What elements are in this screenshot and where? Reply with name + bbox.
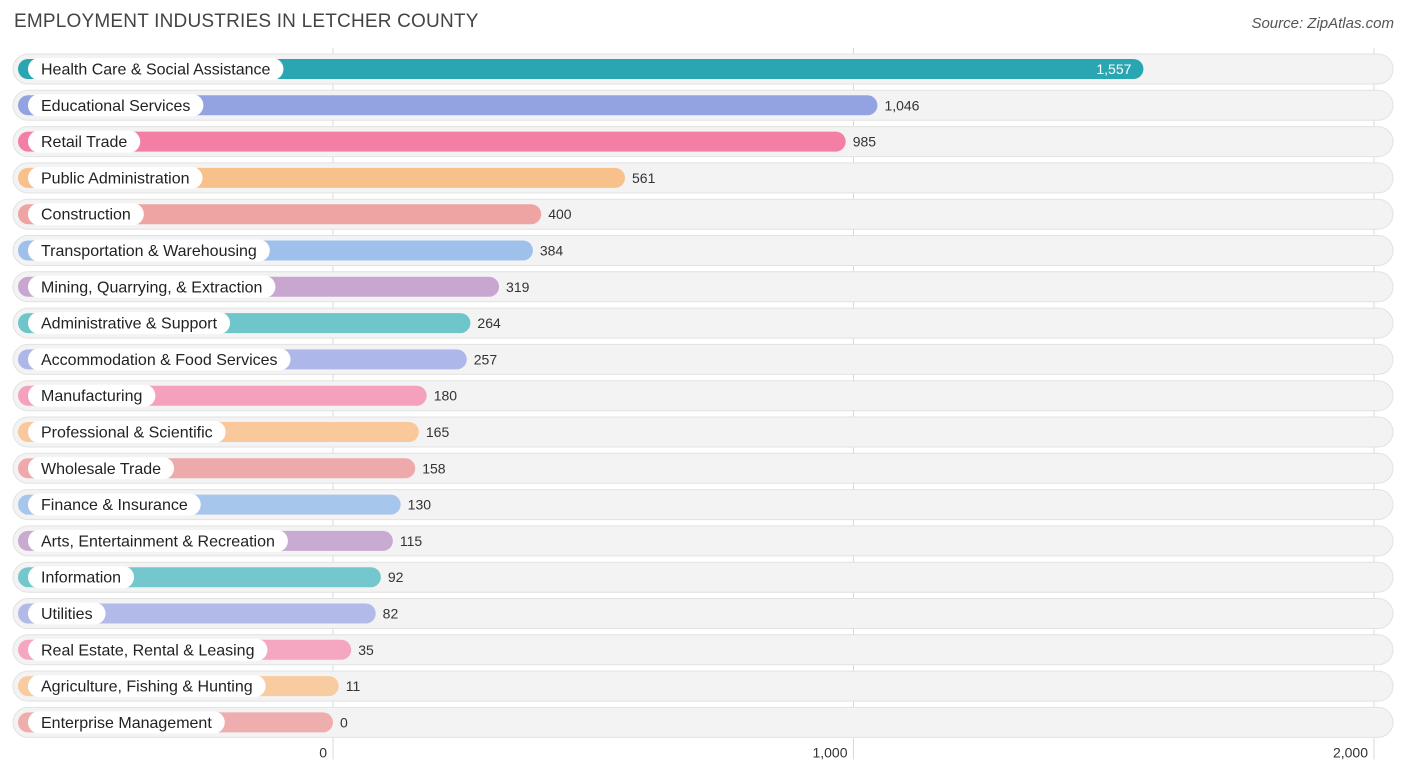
category-label: Utilities (41, 606, 93, 623)
category-label: Information (41, 570, 121, 587)
value-label: 257 (474, 351, 498, 367)
category-label: Public Administration (41, 170, 190, 187)
row-track (12, 670, 1394, 702)
value-label: 35 (358, 642, 374, 658)
category-label: Enterprise Management (41, 715, 212, 732)
value-label: 384 (540, 243, 564, 259)
category-label: Retail Trade (41, 134, 127, 151)
category-label-pill (28, 529, 288, 552)
row-track (12, 634, 1394, 666)
category-label-pill (28, 421, 226, 443)
chart-title: EMPLOYMENT INDUSTRIES IN LETCHER COUNTY (14, 11, 479, 32)
value-label: 985 (853, 134, 877, 150)
value-label: 130 (408, 497, 432, 513)
row-track (12, 706, 1394, 738)
category-label-pill (28, 239, 270, 262)
value-label: 180 (434, 388, 458, 404)
category-label: Construction (41, 207, 131, 224)
bar[interactable] (18, 95, 878, 116)
value-label: 561 (632, 170, 656, 186)
bar-rows: Health Care & Social Assistance 1,557 Educ… (12, 53, 1394, 738)
bar[interactable] (18, 131, 846, 152)
category-label-pill (28, 203, 144, 226)
value-label: 82 (383, 606, 399, 622)
category-label: Finance & Insurance (41, 497, 188, 514)
category-label: Educational Services (41, 98, 190, 115)
category-label-pill (28, 493, 201, 516)
category-label: Transportation & Warehousing (41, 243, 257, 260)
value-label: 1,046 (884, 97, 919, 113)
x-axis: 0 1,000 2,000 (319, 744, 1368, 760)
value-label: 0 (340, 714, 348, 730)
category-label-pill (28, 94, 204, 117)
category-label-pill (28, 166, 203, 189)
category-label: Real Estate, Rental & Leasing (41, 642, 254, 659)
value-label: 115 (400, 533, 423, 549)
category-label: Administrative & Support (41, 316, 218, 333)
bar[interactable] (18, 603, 376, 624)
value-label: 165 (426, 424, 450, 440)
category-label: Health Care & Social Assistance (41, 62, 271, 79)
category-label-pill (28, 711, 225, 734)
value-label: 11 (346, 678, 361, 694)
category-label: Professional & Scientific (41, 425, 213, 442)
x-tick-label: 1,000 (812, 744, 847, 760)
value-label: 1,557 (1096, 61, 1131, 77)
value-label: 400 (548, 206, 572, 222)
x-tick-label: 2,000 (1333, 744, 1368, 760)
category-label-pill (28, 130, 141, 153)
category-label: Agriculture, Fishing & Hunting (41, 679, 253, 696)
value-label: 264 (477, 315, 501, 331)
category-label-pill (28, 312, 231, 335)
value-label: 158 (422, 460, 446, 476)
category-label-pill (28, 58, 284, 80)
category-label-pill (28, 566, 135, 589)
category-label-pill (28, 275, 276, 298)
category-label-pill (28, 675, 266, 698)
category-label: Mining, Quarrying, & Extraction (41, 279, 262, 296)
category-label: Manufacturing (41, 388, 142, 405)
category-label-pill (28, 384, 156, 407)
category-label-pill (28, 638, 268, 661)
value-label: 92 (388, 569, 404, 585)
value-label: 319 (506, 279, 530, 295)
category-label-pill (28, 602, 106, 625)
category-label-pill (28, 348, 291, 371)
bar[interactable] (18, 59, 1144, 79)
category-label: Wholesale Trade (41, 461, 161, 478)
category-label: Arts, Entertainment & Recreation (41, 533, 275, 550)
chart-source: Source: ZipAtlas.com (1251, 15, 1394, 32)
bar[interactable] (18, 204, 542, 225)
x-tick-label: 0 (319, 744, 327, 760)
category-label: Accommodation & Food Services (41, 352, 278, 369)
category-label-pill (28, 457, 175, 480)
